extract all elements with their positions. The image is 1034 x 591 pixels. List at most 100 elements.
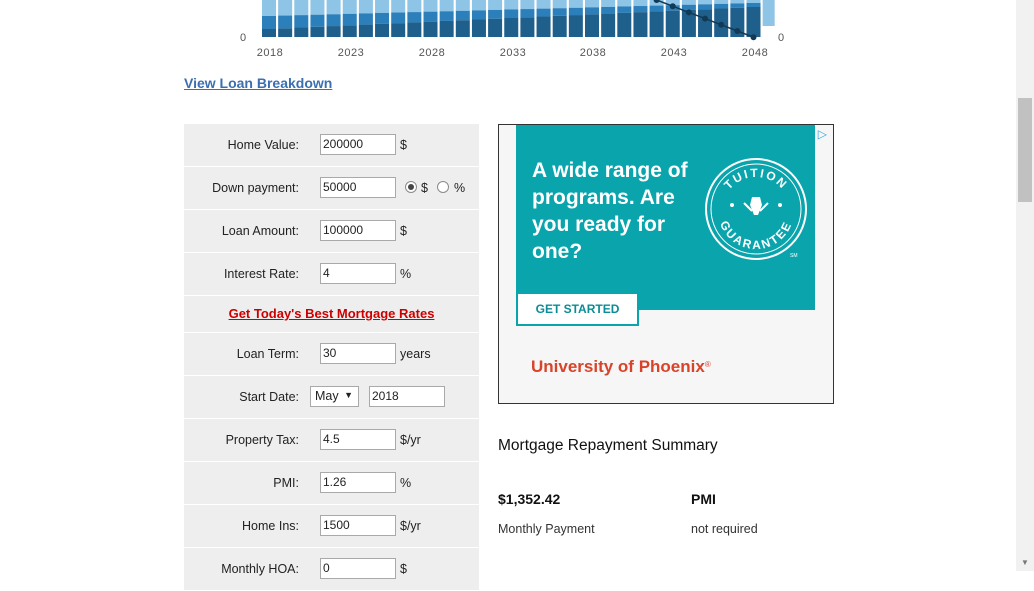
- chart-bar-segment: [714, 0, 729, 4]
- chart-bar-segment: [294, 27, 309, 37]
- chart-bar-segment: [342, 25, 357, 37]
- chart-bar-segment: [520, 9, 535, 18]
- seal-bottom-text: GUARANTEE: [717, 218, 793, 252]
- home-ins-label: Home Ins:: [242, 519, 299, 533]
- scrollbar-thumb[interactable]: [1018, 98, 1032, 202]
- mortgage-form: Home Value: 200000 $ Down payment: 50000…: [184, 124, 479, 591]
- ad-headline: A wide range of programs. Are you ready …: [532, 159, 688, 263]
- chart-bar-segment: [585, 0, 599, 8]
- chart-bar-segment: [536, 8, 551, 17]
- chart-bar-segment: [585, 14, 599, 38]
- chart-bar-segment: [617, 0, 632, 7]
- chart-bar-segment: [730, 3, 745, 8]
- chart-bar-segment: [536, 16, 551, 37]
- svg-text:TUITION: TUITION: [721, 166, 791, 192]
- down-payment-input[interactable]: 50000: [320, 177, 396, 198]
- chart-bar-segment: [698, 4, 713, 10]
- advertisement[interactable]: A wide range of programs. Are you ready …: [498, 124, 834, 404]
- chart-bar-segment: [471, 0, 486, 11]
- seal-mark: SM: [790, 253, 798, 259]
- chart-x-tick-label: 2038: [580, 47, 606, 59]
- chart-bar-segment: [601, 13, 616, 37]
- chart-x-tick-label: 2018: [257, 47, 283, 59]
- ad-brand-mark: ®: [704, 360, 711, 369]
- get-started-button[interactable]: GET STARTED: [516, 292, 639, 326]
- chart-bar-segment: [278, 15, 293, 29]
- chart-bar-segment: [407, 0, 422, 13]
- chart-bar-segment: [375, 23, 390, 37]
- start-month-value: May: [315, 389, 339, 403]
- best-mortgage-rates-link[interactable]: Get Today's Best Mortgage Rates: [228, 306, 435, 321]
- start-year-input[interactable]: 2018: [369, 386, 445, 407]
- svg-text:GUARANTEE: GUARANTEE: [717, 218, 795, 252]
- monthly-hoa-input[interactable]: 0: [320, 558, 396, 579]
- down-payment-dollar-radio[interactable]: [405, 181, 417, 193]
- chart-svg: 0 0 2018 2023 2028 2033 2038 2043 2048: [240, 0, 785, 59]
- chart-bar-segment: [342, 13, 357, 26]
- chart-bar-segment: [504, 9, 519, 18]
- loan-amount-label: Loan Amount:: [221, 224, 299, 238]
- ad-brand-name: University of Phoenix: [531, 357, 705, 376]
- chart-bar-segment: [423, 11, 438, 22]
- chart-bar-segment: [391, 12, 406, 24]
- chart-bar-segment: [262, 0, 276, 16]
- chart-bar-segment: [455, 0, 470, 11]
- view-loan-breakdown-link[interactable]: View Loan Breakdown: [184, 75, 333, 91]
- chart-bar-segment: [471, 10, 486, 20]
- home-value-input[interactable]: 200000: [320, 134, 396, 155]
- property-tax-row: Property Tax: 4.5 $/yr: [184, 419, 479, 462]
- chart-bar-segment: [601, 6, 616, 14]
- down-payment-row: Down payment: 50000 $ %: [184, 167, 479, 210]
- chart-bar-segment: [746, 0, 761, 3]
- chart-bar-segment: [665, 0, 680, 6]
- rates-link-row: Get Today's Best Mortgage Rates: [184, 296, 479, 333]
- chart-balance-point: [734, 28, 741, 34]
- chart-bar-segment: [326, 0, 341, 15]
- chart-y-left-label: 0: [240, 32, 247, 44]
- chart-balance-point: [669, 3, 676, 10]
- pmi-unit: %: [400, 476, 412, 490]
- chart-bar-segment: [342, 0, 357, 14]
- chart-x-tick-label: 2048: [742, 47, 768, 59]
- loan-term-input[interactable]: 30: [320, 343, 396, 364]
- chart-balance-point: [718, 21, 725, 28]
- home-value-row: Home Value: 200000 $: [184, 124, 479, 167]
- property-tax-label: Property Tax:: [225, 433, 299, 447]
- down-payment-dollar-label: $: [421, 181, 428, 195]
- down-payment-percent-label: %: [454, 181, 466, 195]
- property-tax-input[interactable]: 4.5: [320, 429, 396, 450]
- scroll-down-arrow-icon[interactable]: ▼: [1021, 558, 1029, 567]
- chart-bar-segment: [262, 29, 276, 37]
- pmi-input[interactable]: 1.26: [320, 472, 396, 493]
- property-tax-unit: $/yr: [400, 433, 421, 447]
- ad-choices-icon[interactable]: ▷: [817, 127, 827, 141]
- chart-bar-segment: [326, 26, 341, 37]
- summary-title: Mortgage Repayment Summary: [498, 437, 718, 454]
- start-month-select[interactable]: May ▼: [310, 386, 359, 407]
- loan-amount-input[interactable]: 100000: [320, 220, 396, 241]
- chart-bar-segment: [471, 19, 486, 37]
- chart-bar-segment: [568, 15, 583, 38]
- pmi-label: PMI:: [273, 476, 299, 490]
- chart-bar-segment: [552, 8, 567, 16]
- interest-rate-input[interactable]: 4: [320, 263, 396, 284]
- home-value-unit: $: [400, 138, 407, 152]
- chart-bar-segment: [585, 7, 599, 15]
- page-scrollbar[interactable]: ▼: [1016, 0, 1034, 571]
- tuition-guarantee-seal-icon: TUITION GUARANTEE SM: [705, 158, 807, 260]
- chart-balance-point: [685, 9, 692, 16]
- monthly-payment-value: $1,352.42: [498, 491, 561, 507]
- down-payment-percent-radio[interactable]: [437, 181, 449, 193]
- chart-bar-segment: [698, 0, 713, 5]
- chart-bar-segment: [294, 0, 309, 16]
- chart-bar-segment: [520, 0, 535, 10]
- home-ins-input[interactable]: 1500: [320, 515, 396, 536]
- amortization-chart: 0 0 2018 2023 2028 2033 2038 2043 2048: [0, 0, 1016, 64]
- chart-bar-segment: [681, 0, 696, 5]
- chart-bar-segment: [649, 11, 664, 37]
- chart-x-tick-label: 2023: [338, 47, 364, 59]
- chart-bar-segment: [391, 23, 406, 37]
- chart-bar-segment: [568, 7, 583, 16]
- chart-y-right-label: 0: [778, 32, 785, 44]
- chart-bar-segment: [488, 0, 503, 10]
